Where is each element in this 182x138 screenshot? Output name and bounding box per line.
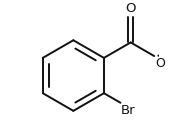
Text: O: O <box>125 2 136 15</box>
Text: O: O <box>155 57 165 70</box>
Text: Br: Br <box>121 104 136 117</box>
